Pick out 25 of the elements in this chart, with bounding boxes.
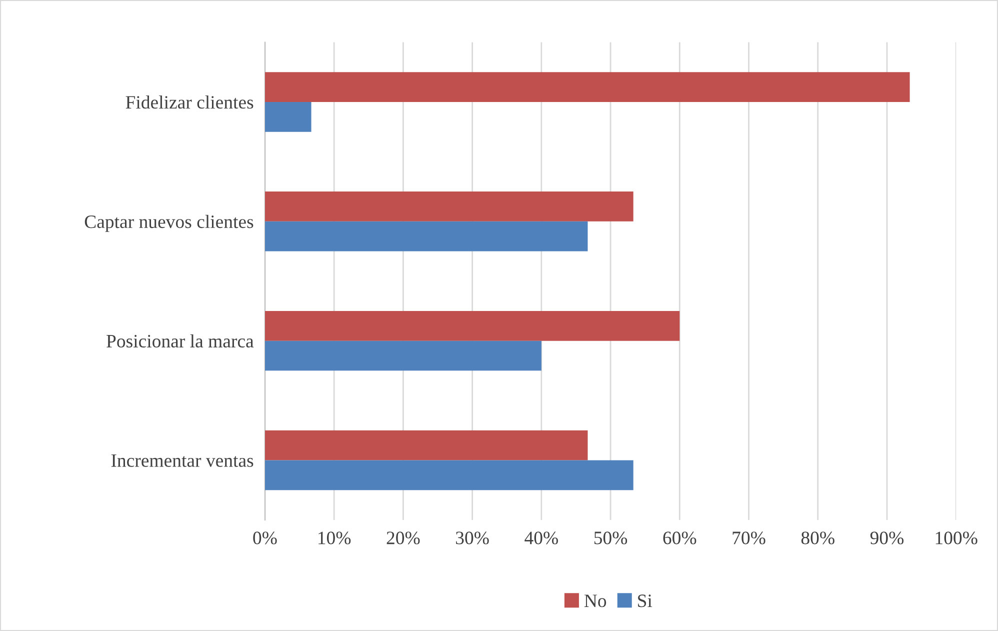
- x-tick-label: 10%: [318, 532, 351, 544]
- bar: [264, 221, 588, 252]
- x-tick-label: 50%: [594, 532, 628, 544]
- bar: [264, 192, 634, 222]
- x-tick-label: 40%: [524, 532, 558, 544]
- x-tick-label: 70%: [732, 532, 766, 544]
- x-tick-label: 60%: [663, 532, 696, 544]
- y-tick-label: Posicionar la marca: [106, 334, 254, 348]
- x-tick-label: 80%: [801, 532, 834, 544]
- y-tick-label: Fidelizar clientes: [126, 95, 254, 109]
- bar: [264, 102, 312, 132]
- y-tick-label: Incrementar ventas: [111, 454, 254, 467]
- x-tick-label: 90%: [870, 532, 904, 544]
- x-tick-label: 30%: [456, 532, 489, 544]
- legend-label: Si: [638, 594, 652, 608]
- bar: [264, 310, 680, 341]
- x-tick-label: 0%: [253, 532, 277, 544]
- bar: [264, 72, 910, 102]
- bar: [264, 460, 634, 490]
- bar: [264, 340, 542, 371]
- x-tick-label: 20%: [386, 532, 420, 544]
- y-tick-label: Captar nuevos clientes: [84, 214, 254, 232]
- legend-label: No: [584, 594, 606, 608]
- x-tick-label: 100%: [936, 532, 978, 544]
- bar: [264, 430, 588, 460]
